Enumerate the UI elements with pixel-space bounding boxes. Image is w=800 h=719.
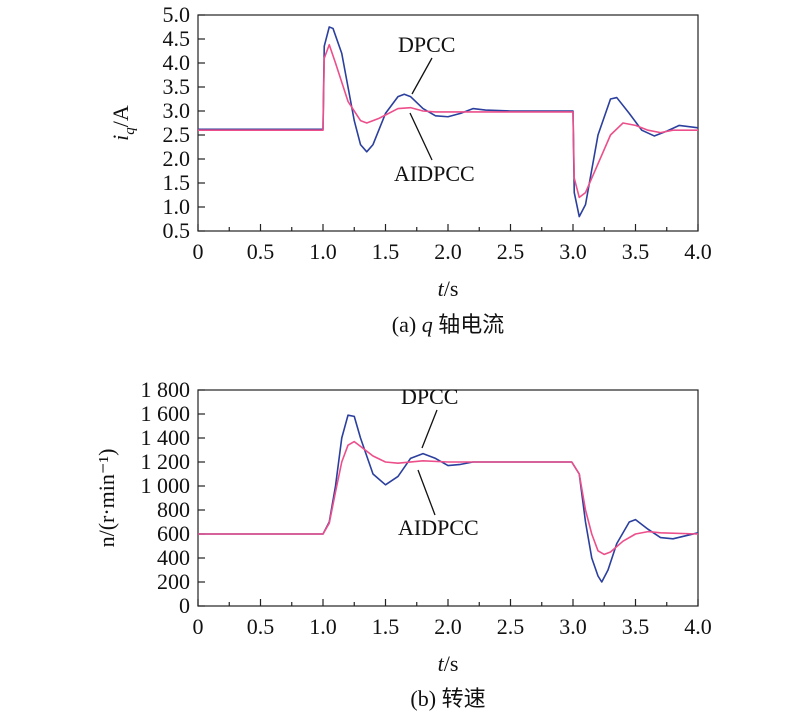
x-tick-label: 1.5 bbox=[372, 239, 400, 264]
y-tick-label: 3.5 bbox=[163, 74, 191, 99]
x-tick-label: 0.5 bbox=[247, 614, 275, 639]
y-tick-label: 3.0 bbox=[163, 98, 191, 123]
y-axis-label: n/(r·min⁻¹) bbox=[94, 449, 119, 548]
y-tick-label: 2.0 bbox=[163, 146, 191, 171]
y-tick-label: 5.0 bbox=[163, 2, 191, 27]
x-tick-label: 0 bbox=[193, 614, 204, 639]
y-tick-label: 2.5 bbox=[163, 122, 191, 147]
y-tick-label: 600 bbox=[157, 521, 190, 546]
annotation-aidpcc: AIDPCC bbox=[394, 161, 475, 186]
y-tick-label: 1 600 bbox=[141, 401, 191, 426]
y-tick-label: 200 bbox=[157, 569, 190, 594]
chart-q-axis-current: 0 0.5 1.0 1.5 2.0 2.5 3.0 3.5 4.00.51.01.52.02.5… bbox=[108, 2, 712, 337]
axis-ticks: 0 0.5 1.0 1.5 2.0 2.5 3.0 3.5 4.002004006008001 … bbox=[141, 377, 712, 639]
series-line-aidpcc bbox=[198, 43, 698, 199]
y-tick-label: 1 800 bbox=[141, 377, 191, 402]
y-axis-label: iq/A bbox=[108, 105, 138, 141]
x-tick-label: 0 bbox=[193, 239, 204, 264]
x-tick-label: 2.5 bbox=[497, 239, 525, 264]
y-tick-label: 800 bbox=[157, 497, 190, 522]
x-tick-label: 1.0 bbox=[309, 614, 337, 639]
y-tick-label: 1 400 bbox=[141, 425, 191, 450]
chart-caption: (a) q 轴电流 bbox=[392, 312, 504, 337]
y-tick-label: 1 200 bbox=[141, 449, 191, 474]
chart-speed: 0 0.5 1.0 1.5 2.0 2.5 3.0 3.5 4.002004006008001 … bbox=[94, 377, 712, 711]
series-line-dpcc bbox=[198, 26, 699, 218]
annotation-dpcc-leader bbox=[421, 409, 438, 449]
annotation-aidpcc-leader bbox=[409, 112, 433, 161]
annotation-dpcc: DPCC bbox=[401, 384, 458, 409]
x-tick-label: 2.5 bbox=[497, 614, 525, 639]
annotation-aidpcc-leader bbox=[417, 469, 436, 516]
x-axis-label: t/s bbox=[438, 276, 459, 301]
x-tick-label: 4.0 bbox=[684, 614, 712, 639]
x-tick-label: 1.0 bbox=[309, 239, 337, 264]
x-tick-label: 3.5 bbox=[622, 239, 650, 264]
annotation-aidpcc: AIDPCC bbox=[398, 515, 479, 540]
series-group bbox=[198, 414, 699, 583]
y-tick-label: 0.5 bbox=[163, 218, 191, 243]
axis-ticks: 0 0.5 1.0 1.5 2.0 2.5 3.0 3.5 4.00.51.01.52.02.5… bbox=[163, 2, 712, 264]
x-axis-label: t/s bbox=[438, 651, 459, 676]
x-tick-label: 2.0 bbox=[434, 239, 462, 264]
x-tick-label: 2.0 bbox=[434, 614, 462, 639]
y-tick-label: 1 000 bbox=[141, 473, 191, 498]
x-tick-label: 4.0 bbox=[684, 239, 712, 264]
annotation-dpcc: DPCC bbox=[398, 32, 455, 57]
x-tick-label: 3.5 bbox=[622, 614, 650, 639]
chart-caption: (b) 转速 bbox=[410, 686, 485, 711]
annotation-dpcc-leader bbox=[411, 57, 433, 95]
y-tick-label: 4.5 bbox=[163, 26, 191, 51]
y-tick-label: 400 bbox=[157, 545, 190, 570]
x-tick-label: 0.5 bbox=[247, 239, 275, 264]
plot-frame bbox=[197, 389, 699, 607]
x-tick-label: 3.0 bbox=[559, 239, 587, 264]
x-tick-label: 3.0 bbox=[559, 614, 587, 639]
y-tick-label: 0 bbox=[179, 593, 190, 618]
series-line-aidpcc bbox=[198, 440, 699, 556]
y-tick-label: 4.0 bbox=[163, 50, 191, 75]
y-tick-label: 1.0 bbox=[163, 194, 191, 219]
series-line-dpcc bbox=[198, 414, 699, 583]
y-tick-label: 1.5 bbox=[163, 170, 191, 195]
series-group bbox=[198, 26, 699, 218]
x-tick-label: 1.5 bbox=[372, 614, 400, 639]
